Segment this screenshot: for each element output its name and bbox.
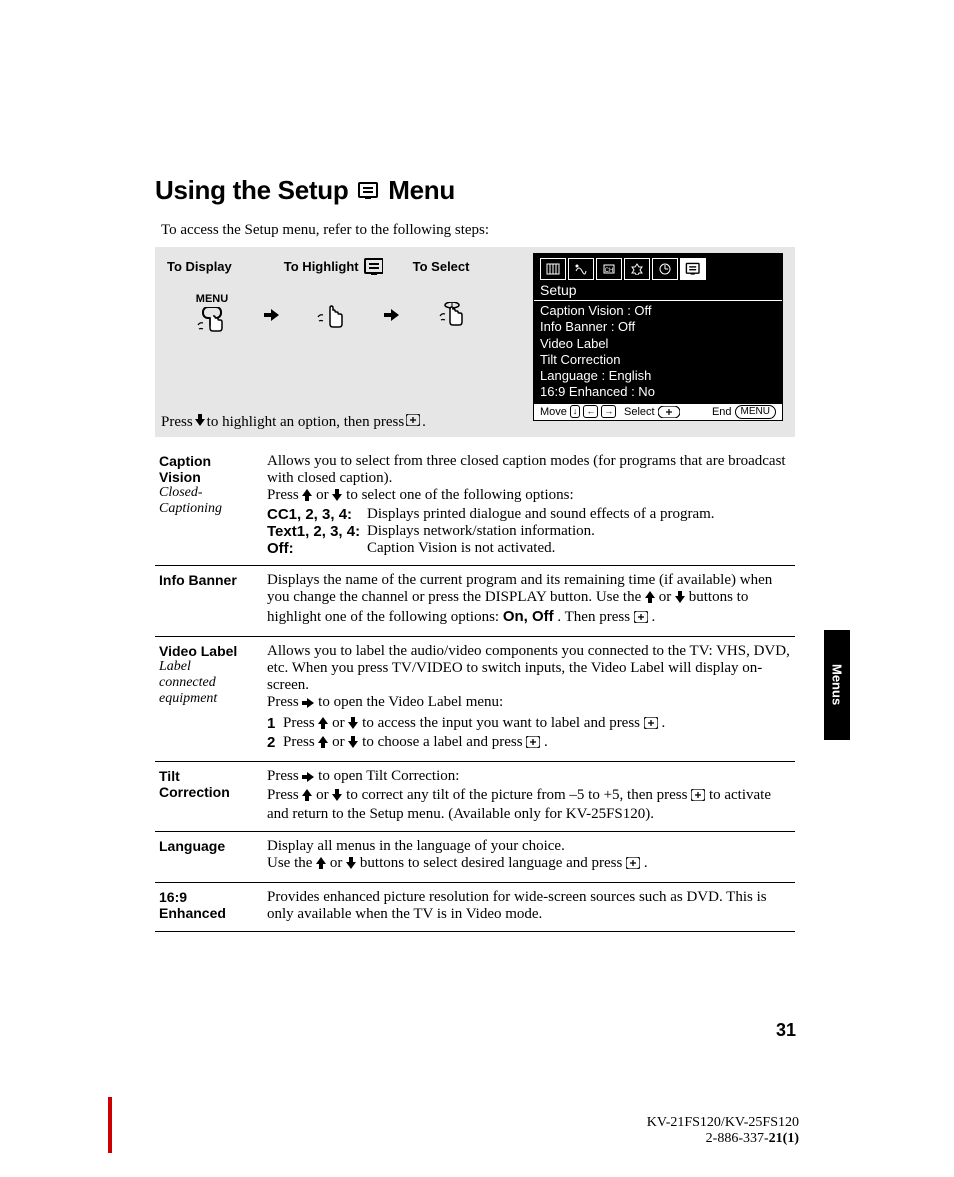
row-tilt-correction: Tilt Correction Press to open Tilt Corre… — [155, 762, 795, 832]
desc-info-banner: Displays the name of the current program… — [263, 566, 795, 637]
step-select — [407, 298, 497, 332]
label-to-select: To Select — [413, 259, 470, 274]
step-highlight — [287, 295, 377, 335]
title-text-pre: Using the Setup — [155, 175, 355, 205]
desc-tilt: Press to open Tilt Correction: Press or … — [263, 762, 795, 832]
arrow-icon — [257, 309, 287, 321]
plus-button-icon — [634, 611, 648, 628]
osd-line: Video Label — [534, 336, 782, 352]
osd-screenshot: CH Setup Caption Vision : Off Info Banne… — [533, 253, 783, 421]
footer: KV-21FS120/KV-25FS120 2-886-337-21(1) — [647, 1115, 799, 1147]
plus-button-icon — [406, 414, 420, 431]
setup-icon — [357, 177, 379, 208]
definitions-table: Caption Vision Closed- Captioning Allows… — [155, 447, 795, 932]
plus-button-icon — [626, 857, 640, 874]
hand-press-icon — [196, 307, 228, 337]
osd-tab-row: CH — [534, 254, 782, 282]
row-caption-vision: Caption Vision Closed- Captioning Allows… — [155, 447, 795, 566]
osd-tab-icon — [680, 258, 706, 280]
row-video-label: Video Label Label connected equipment Al… — [155, 637, 795, 762]
hand-select-icon — [436, 302, 468, 332]
setup-icon — [363, 257, 383, 275]
arrow-down-icon — [348, 736, 358, 753]
arrow-icon — [377, 309, 407, 321]
row-info-banner: Info Banner Displays the name of the cur… — [155, 566, 795, 637]
osd-bottom-bar: Move ↓←→ Select End MENU — [534, 404, 782, 420]
arrow-down-icon — [332, 489, 342, 506]
side-tab-menus: Menus — [824, 630, 850, 740]
footer-docnum-b: 21(1) — [769, 1131, 799, 1146]
desc-language: Display all menus in the language of you… — [263, 832, 795, 883]
plus-button-icon — [644, 717, 658, 734]
desc-video-label: Allows you to label the audio/video comp… — [263, 637, 795, 762]
desc-169: Provides enhanced picture resolution for… — [263, 883, 795, 932]
step-display: MENU — [167, 293, 257, 337]
osd-title: Setup — [534, 282, 782, 300]
footer-model: KV-21FS120/KV-25FS120 — [647, 1115, 799, 1130]
arrow-up-icon — [318, 736, 328, 753]
plus-button-icon — [526, 736, 540, 753]
arrow-down-icon — [348, 717, 358, 734]
label-to-highlight: To Highlight — [284, 257, 383, 275]
title-text-post: Menu — [388, 175, 455, 205]
footer-docnum-a: 2-886-337- — [706, 1131, 769, 1146]
arrow-down-icon — [675, 591, 685, 608]
menu-caption: MENU — [196, 293, 228, 305]
page-number: 31 — [776, 1020, 796, 1041]
intro-text: To access the Setup menu, refer to the f… — [161, 222, 795, 239]
osd-tab-icon: CH — [596, 258, 622, 280]
osd-tab-icon — [540, 258, 566, 280]
instruction-panel: To Display To Highlight To Select MENU P… — [155, 247, 795, 437]
osd-line: Language : English — [534, 368, 782, 384]
arrow-down-icon — [195, 414, 205, 431]
osd-line: Caption Vision : Off — [534, 303, 782, 319]
arrow-up-icon — [318, 717, 328, 734]
arrow-up-icon — [645, 591, 655, 608]
page-title: Using the Setup Menu — [155, 175, 795, 208]
arrow-right-icon — [302, 696, 314, 713]
arrow-down-icon — [346, 857, 356, 874]
row-language: Language Display all menus in the langua… — [155, 832, 795, 883]
hand-move-icon — [316, 305, 348, 335]
plus-button-icon — [691, 789, 705, 806]
label-to-display: To Display — [167, 259, 232, 274]
arrow-up-icon — [316, 857, 326, 874]
osd-tab-icon — [624, 258, 650, 280]
instruction-icons-row: MENU — [167, 293, 497, 337]
red-margin-bar — [108, 1097, 112, 1153]
osd-tab-icon — [568, 258, 594, 280]
press-instruction: Press to highlight an option, then press… — [161, 414, 426, 431]
osd-line: Tilt Correction — [534, 352, 782, 368]
osd-line: Info Banner : Off — [534, 319, 782, 335]
page-content: Using the Setup Menu To access the Setup… — [155, 175, 795, 932]
osd-tab-icon — [652, 258, 678, 280]
arrow-down-icon — [332, 789, 342, 806]
row-169-enhanced: 16:9 Enhanced Provides enhanced picture … — [155, 883, 795, 932]
desc-caption-vision: Allows you to select from three closed c… — [263, 447, 795, 566]
arrow-right-icon — [302, 770, 314, 787]
svg-text:CH: CH — [605, 268, 614, 274]
arrow-up-icon — [302, 489, 312, 506]
arrow-up-icon — [302, 789, 312, 806]
osd-line: 16:9 Enhanced : No — [534, 384, 782, 400]
